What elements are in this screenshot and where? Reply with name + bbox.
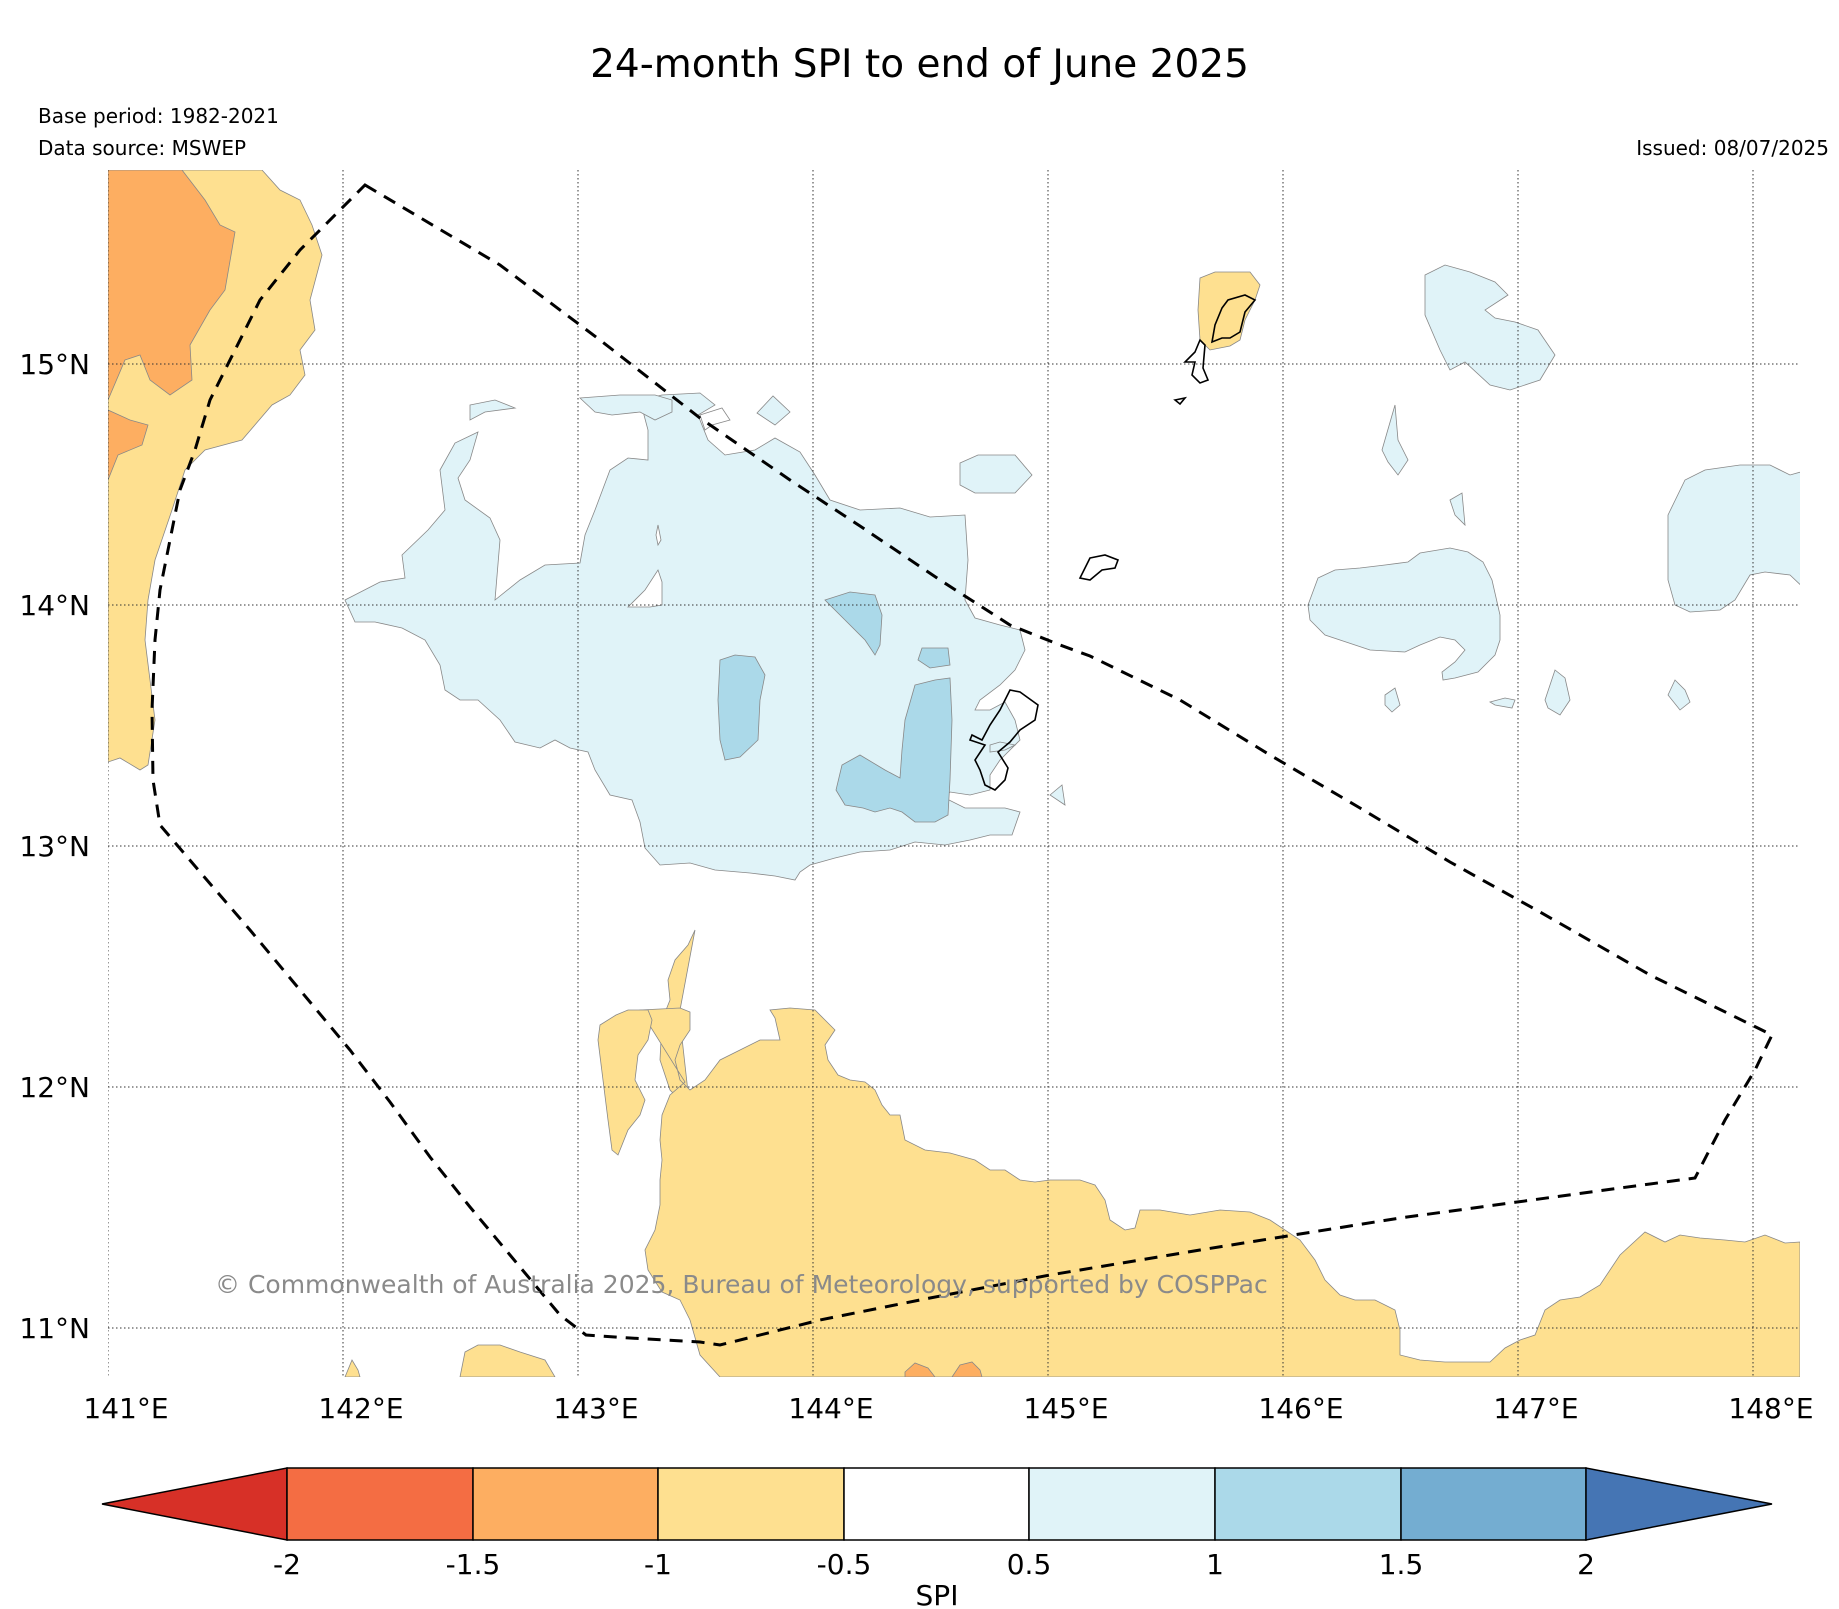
dry-severe-patch-west xyxy=(108,409,149,481)
colorbar-tick: -2 xyxy=(273,1548,301,1581)
wet-severe-patch-3 xyxy=(917,647,951,669)
colorbar-tick: 2 xyxy=(1577,1548,1595,1581)
dry-severe-patch-south-2 xyxy=(951,1361,983,1377)
guam-coastline xyxy=(968,689,1039,791)
colorbar-tick: 1 xyxy=(1206,1548,1224,1581)
tinian-coastline xyxy=(1183,338,1210,384)
colorbar-bin-7 xyxy=(1400,1467,1587,1541)
wet-patch-east-small-6 xyxy=(1667,679,1691,711)
dry-patch-south-small-1 xyxy=(459,1344,556,1377)
lon-tick-141: 141°E xyxy=(83,1392,168,1425)
wet-patch-small-5 xyxy=(1049,784,1066,806)
dry-region-south-main xyxy=(639,1007,1800,1377)
wet-patch-guam-side xyxy=(989,741,1017,753)
dry-gap-central-notch xyxy=(627,569,663,608)
wet-severe-patch-4 xyxy=(835,677,953,823)
wet-patch-east-small-1 xyxy=(1381,404,1409,476)
lat-tick-15: 15°N xyxy=(19,348,90,381)
rota-coastline xyxy=(1078,554,1120,581)
colorbar-extend-high xyxy=(1585,1467,1773,1541)
lon-tick-142: 142°E xyxy=(318,1392,403,1425)
lon-tick-143: 143°E xyxy=(553,1392,638,1425)
gridlines xyxy=(108,170,1800,1377)
wet-region-far-east xyxy=(1667,464,1800,613)
wet-patch-small-2 xyxy=(579,394,673,421)
copyright-notice: © Commonwealth of Australia 2025, Bureau… xyxy=(215,1270,1268,1299)
lon-tick-146: 146°E xyxy=(1258,1392,1343,1425)
base-period-label: Base period: 1982-2021 xyxy=(38,104,279,128)
wet-region-east xyxy=(1307,547,1501,681)
aguijan-coastline xyxy=(1173,396,1188,406)
wet-patch-east-small-3 xyxy=(1384,687,1401,713)
colorbar-bin-6 xyxy=(1214,1467,1402,1541)
island-coastlines xyxy=(968,294,1257,791)
dry-patch-south-small-2 xyxy=(344,1359,361,1377)
wet-patch-small-4 xyxy=(959,454,1033,494)
wet-patch-small-3 xyxy=(756,395,791,426)
wet-severe-patch-2 xyxy=(824,591,883,656)
colorbar-tick: -1.5 xyxy=(446,1548,501,1581)
map-title: 24-month SPI to end of June 2025 xyxy=(590,42,1249,87)
lon-tick-144: 144°E xyxy=(788,1392,873,1425)
wet-patch-east-small-4 xyxy=(1488,697,1516,709)
lat-tick-14: 14°N xyxy=(19,589,90,622)
issued-date-label: Issued: 08/07/2025 xyxy=(1636,136,1829,160)
map-panel xyxy=(108,170,1800,1377)
wet-patch-small-1 xyxy=(469,399,517,421)
dry-region-south-west-islet xyxy=(597,1009,653,1156)
wet-patch-east-small-2 xyxy=(1449,492,1466,527)
lon-tick-145: 145°E xyxy=(1023,1392,1108,1425)
colorbar-bin-1 xyxy=(286,1467,474,1541)
eez-boundary xyxy=(150,183,1775,1347)
lat-tick-13: 13°N xyxy=(19,830,90,863)
axis-tick-labels: 141°E 142°E 143°E 144°E 145°E 146°E 147°… xyxy=(19,348,1813,1425)
colorbar-bin-3 xyxy=(657,1467,845,1541)
colorbar-tick: -1 xyxy=(644,1548,672,1581)
colorbar xyxy=(101,1467,1773,1541)
colorbar-bin-4 xyxy=(843,1467,1030,1541)
dry-gap-central-sliver xyxy=(655,524,662,547)
colorbar-tick: 1.5 xyxy=(1379,1548,1424,1581)
data-source-label: Data source: MSWEP xyxy=(38,136,247,160)
colorbar-tick-labels: -2 -1.5 -1 -0.5 0.5 1 1.5 2 SPI xyxy=(273,1548,1595,1609)
colorbar-tick: 0.5 xyxy=(1007,1548,1052,1581)
colorbar-extend-low xyxy=(101,1467,288,1541)
lon-tick-147: 147°E xyxy=(1493,1392,1578,1425)
lat-tick-12: 12°N xyxy=(19,1071,90,1104)
colorbar-bin-5 xyxy=(1028,1467,1216,1541)
colorbar-label: SPI xyxy=(916,1579,959,1609)
dry-severe-region-northwest xyxy=(108,170,236,401)
colorbar-bin-2 xyxy=(472,1467,659,1541)
dry-severe-patch-south-1 xyxy=(904,1362,936,1377)
lat-tick-11: 11°N xyxy=(19,1312,90,1345)
colorbar-tick: -0.5 xyxy=(817,1548,872,1581)
wet-patch-east-small-5 xyxy=(1544,669,1571,716)
saipan-coastline xyxy=(1210,294,1257,344)
wet-region-northeast xyxy=(1424,264,1556,391)
lon-tick-148: 148°E xyxy=(1728,1392,1813,1425)
wet-severe-patch-1 xyxy=(717,654,766,761)
